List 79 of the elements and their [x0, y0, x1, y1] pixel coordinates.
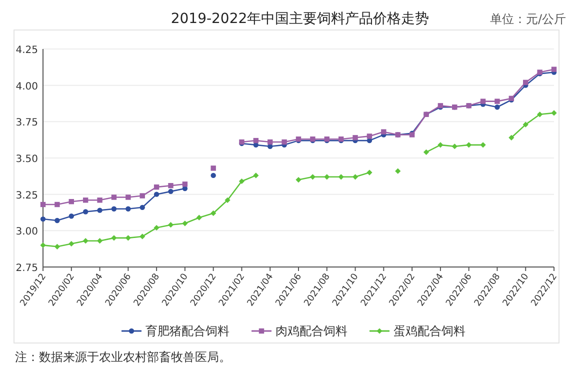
point — [352, 135, 358, 140]
y-tick-label: 4.00 — [16, 81, 38, 92]
point — [40, 216, 46, 222]
point — [40, 242, 46, 248]
point — [324, 174, 330, 180]
point — [282, 139, 287, 145]
point — [154, 224, 160, 231]
point — [111, 206, 117, 212]
point — [508, 134, 514, 140]
point — [82, 198, 88, 203]
point — [296, 177, 302, 183]
y-tick-label: 3.25 — [16, 190, 38, 202]
point — [168, 222, 174, 228]
point — [423, 149, 430, 155]
point — [494, 98, 500, 104]
point — [480, 98, 486, 104]
point — [40, 202, 46, 208]
point — [480, 142, 486, 148]
y-tick-label: 4.25 — [16, 45, 38, 56]
point — [537, 112, 543, 118]
point — [168, 183, 174, 188]
point — [395, 168, 401, 174]
point — [68, 199, 74, 204]
point — [182, 182, 188, 187]
point — [551, 66, 557, 72]
point — [210, 210, 216, 216]
point — [253, 138, 259, 144]
point — [253, 172, 259, 178]
y-tick-label: 3.00 — [16, 226, 38, 238]
point — [210, 166, 216, 171]
point — [154, 184, 160, 190]
point — [224, 197, 230, 203]
point — [522, 122, 528, 128]
point — [140, 234, 146, 240]
point — [182, 220, 188, 226]
point — [452, 144, 458, 150]
y-tick-label: 2.75 — [16, 263, 38, 274]
legend-label: 肉鸡配合饲料 — [276, 324, 348, 338]
chart-title: 2019-2022年中国主要饲料产品价格走势 — [170, 11, 430, 27]
point — [154, 192, 160, 197]
point — [381, 129, 386, 134]
point — [126, 194, 131, 200]
point — [238, 178, 245, 184]
point — [140, 204, 145, 210]
point — [54, 202, 60, 208]
point — [366, 170, 372, 176]
point — [466, 142, 472, 148]
point — [352, 174, 358, 180]
point — [97, 198, 102, 203]
point — [68, 214, 74, 219]
text: 单位：元/公斤 — [490, 12, 566, 26]
point — [68, 240, 74, 247]
point — [126, 206, 131, 212]
point — [168, 188, 174, 194]
point — [82, 238, 88, 244]
y-tick-label: 3.50 — [16, 154, 38, 165]
point — [210, 172, 216, 178]
point — [366, 134, 372, 139]
point — [310, 174, 316, 180]
point — [54, 218, 60, 224]
legend-label: 育肥猪配合饲料 — [146, 324, 230, 338]
point — [523, 80, 528, 86]
point — [82, 209, 88, 214]
point — [54, 244, 60, 250]
legend-label: 蛋鸡配合饲料 — [394, 324, 466, 338]
point — [196, 214, 202, 220]
text: 注：数据来源于农业农村部畜牧兽医局。 — [15, 350, 231, 364]
point — [111, 194, 117, 200]
point — [268, 139, 273, 145]
point — [140, 193, 145, 198]
point — [438, 142, 444, 148]
point — [338, 174, 344, 180]
point — [96, 238, 103, 244]
point — [551, 110, 557, 116]
point — [111, 235, 117, 241]
y-tick-label: 3.75 — [16, 118, 38, 129]
point — [494, 104, 500, 110]
point — [125, 235, 131, 241]
point — [97, 208, 102, 213]
